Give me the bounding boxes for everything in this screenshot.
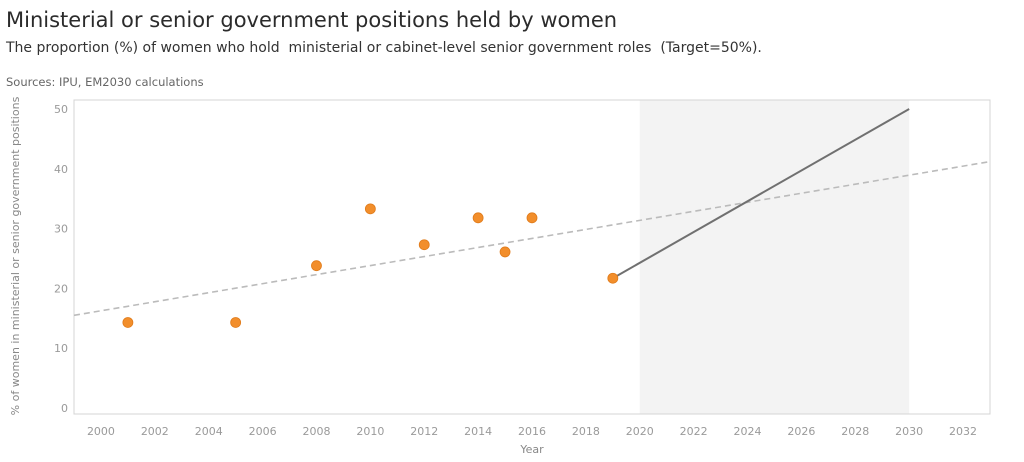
x-tick-label: 2006 (249, 425, 277, 438)
x-tick-label: 2012 (410, 425, 438, 438)
x-tick-label: 2018 (572, 425, 600, 438)
chart-title: Ministerial or senior government positio… (6, 8, 618, 32)
x-tick-label: 2030 (895, 425, 923, 438)
data-point (311, 260, 322, 272)
plot-frame (73, 99, 991, 415)
x-tick-label: 2020 (626, 425, 654, 438)
data-point (526, 212, 538, 224)
x-tick-label: 2024 (734, 425, 762, 438)
x-tick-label: 2010 (356, 425, 384, 438)
sources-note: Sources: IPU, EM2030 calculations (6, 75, 204, 89)
x-tick-label: 2008 (302, 425, 330, 438)
data-point (122, 317, 134, 328)
data-point (418, 239, 430, 251)
y-tick-label: 40 (54, 163, 68, 176)
y-tick-label: 10 (54, 342, 68, 355)
x-tick-label: 2032 (949, 425, 977, 438)
y-tick-label: 50 (54, 103, 68, 116)
x-tick-label: 2016 (518, 425, 546, 438)
data-point (499, 246, 511, 258)
trend-line (74, 160, 990, 317)
y-tick-label: 20 (54, 282, 68, 295)
x-tick-label: 2000 (87, 425, 115, 438)
x-tick-label: 2028 (841, 425, 869, 438)
x-axis-title: Year (519, 443, 544, 456)
data-point (607, 272, 619, 284)
projection-band (639, 100, 910, 414)
x-tick-label: 2022 (680, 425, 708, 438)
x-tick-label: 2014 (464, 425, 492, 438)
data-point (230, 317, 242, 328)
data-point (472, 212, 484, 224)
y-tick-label: 0 (61, 402, 68, 415)
x-tick-label: 2002 (141, 425, 169, 438)
x-tick-label: 2026 (787, 425, 815, 438)
chart-subtitle: The proportion (%) of women who hold min… (6, 40, 762, 56)
target-line (612, 108, 910, 280)
y-axis-title: % of women in ministerial or senior gove… (9, 96, 22, 415)
x-tick-label: 2004 (195, 425, 223, 438)
data-point (364, 203, 376, 215)
y-tick-label: 30 (54, 223, 68, 236)
